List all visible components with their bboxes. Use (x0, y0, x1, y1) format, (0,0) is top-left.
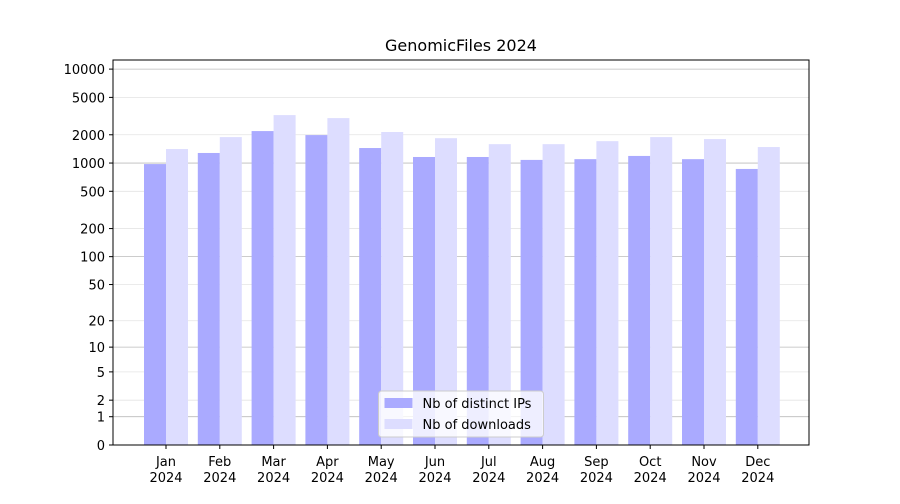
x-tick-label: Mar 2024 (257, 455, 290, 486)
bar (520, 159, 543, 445)
y-tick-label: 500 (80, 185, 105, 200)
bar (704, 139, 726, 445)
x-tick-label-line: 2024 (203, 471, 236, 486)
x-tick-label-line: 2024 (365, 471, 398, 486)
y-tick-label: 5000 (72, 91, 105, 106)
y-tick-label: 2 (97, 394, 105, 409)
x-tick-label-line: Nov (691, 455, 717, 470)
x-tick-label: Sep 2024 (580, 455, 613, 486)
bar (650, 137, 673, 445)
x-tick-label-line: 2024 (687, 471, 720, 486)
chart-title: GenomicFiles 2024 (385, 36, 537, 55)
bar (466, 156, 489, 445)
bar (596, 141, 619, 446)
x-tick-label: Nov 2024 (687, 455, 720, 486)
x-tick-label: Feb 2024 (203, 455, 236, 486)
x-tick-label: Oct 2024 (634, 455, 667, 486)
bar (359, 148, 382, 445)
y-tick-label: 1 (97, 411, 105, 426)
x-tick-label-line: Mar (261, 455, 286, 470)
x-tick-label: Apr 2024 (311, 455, 344, 486)
y-tick-label: 2000 (72, 129, 105, 144)
x-tick-label-line: 2024 (580, 471, 613, 486)
bar (542, 144, 565, 445)
plot-frame (112, 59, 810, 446)
bar (682, 159, 704, 445)
x-tick-label-line: Feb (208, 455, 231, 470)
y-tick-label: 10 (88, 341, 105, 356)
y-tick-label: 50 (88, 279, 105, 294)
x-tick-label-line: 2024 (741, 471, 774, 486)
y-tick-label: 1000 (72, 157, 105, 172)
bar (735, 168, 758, 445)
x-tick-label-line: Jun (424, 455, 445, 470)
legend: Nb of distinct IPs Nb of downloads (378, 390, 544, 438)
bar (197, 152, 220, 445)
x-tick-label-line: 2024 (472, 471, 505, 486)
x-tick-label: Jan 2024 (149, 455, 182, 486)
y-tick-label: 200 (80, 223, 105, 238)
bar (381, 132, 404, 445)
x-tick-label-line: Jul (480, 455, 497, 470)
x-tick-label-line: May (368, 455, 395, 470)
x-tick-label-line: 2024 (526, 471, 559, 486)
x-tick-label: Jun 2024 (418, 455, 451, 486)
legend-swatch (384, 419, 413, 429)
x-tick-label-line: Aug (530, 455, 555, 470)
legend-label: Nb of distinct IPs (423, 397, 532, 412)
bar (488, 144, 511, 445)
y-tick-label: 100 (80, 251, 105, 266)
x-tick-label-line: Sep (584, 455, 609, 470)
x-tick-label-line: 2024 (257, 471, 290, 486)
bar (413, 156, 435, 445)
y-tick-label: 5 (97, 366, 105, 381)
x-tick-label: Dec 2024 (741, 455, 774, 486)
x-tick-label-line: 2024 (149, 471, 182, 486)
x-tick-label: Aug 2024 (526, 455, 559, 486)
y-tick-label: 20 (88, 315, 105, 330)
bar (305, 135, 328, 446)
bar (166, 149, 188, 445)
x-tick-label-line: Apr (316, 455, 339, 470)
x-tick-label-line: 2024 (634, 471, 667, 486)
x-tick-label-line: Jan (155, 455, 176, 470)
x-tick-label-line: Dec (745, 455, 770, 470)
bar (628, 155, 651, 446)
bar (273, 115, 296, 445)
x-tick-label-line: 2024 (418, 471, 451, 486)
legend-label: Nb of downloads (423, 418, 532, 433)
bar (435, 138, 457, 445)
bar (219, 137, 242, 445)
x-tick-label-line: 2024 (311, 471, 344, 486)
legend-swatch (384, 398, 413, 408)
x-tick-label-line: Oct (639, 455, 661, 470)
x-tick-label: Jul 2024 (472, 455, 505, 486)
bar (144, 164, 166, 445)
bar (574, 159, 597, 445)
legend-box (378, 390, 544, 438)
bar (327, 118, 350, 445)
y-tick-label: 0 (97, 439, 105, 454)
bar (757, 147, 780, 446)
y-tick-label: 10000 (64, 63, 105, 78)
bar (251, 131, 274, 445)
x-tick-label: May 2024 (365, 455, 398, 486)
